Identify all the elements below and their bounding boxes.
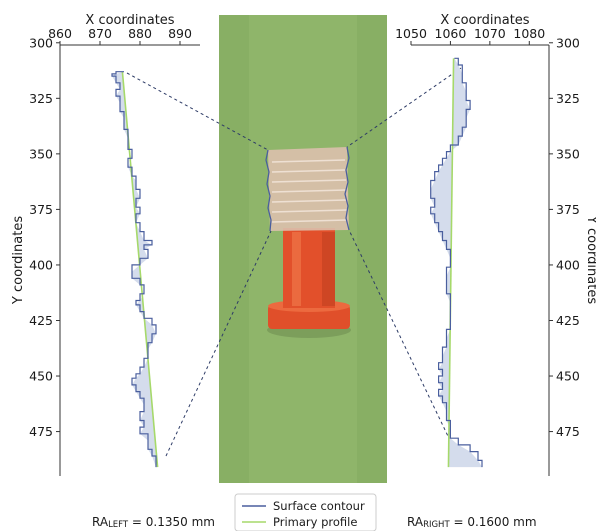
left-y-tick-label: 375 <box>29 202 53 217</box>
left-x-tick-label: 890 <box>168 26 192 41</box>
ra-right-label: RARIGHT = 0.1600 mm <box>407 515 537 530</box>
left-y-tick-label: 450 <box>29 369 53 384</box>
ra-left-label: RALEFT = 0.1350 mm <box>92 515 215 530</box>
right-y-tick-label: 450 <box>556 369 580 384</box>
left-y-tick-label: 475 <box>29 424 53 439</box>
left-surface-contour-line <box>111 71 157 468</box>
right-y-tick-label: 350 <box>556 146 580 161</box>
connector-left-top <box>126 72 269 151</box>
ra-right-subscript: RIGHT <box>423 520 450 530</box>
connector-right-top <box>346 67 462 148</box>
left-y-tick-label: 325 <box>29 91 53 106</box>
orange-shaft-highlight <box>292 232 301 306</box>
right-profile-plot: 1050 1060 1070 1080 300 325 350 375 400 425 450 47… <box>395 13 596 476</box>
left-y-tick-label: 400 <box>29 257 53 272</box>
ra-right-value: = 0.1600 mm <box>450 515 537 529</box>
right-x-tick-label: 1080 <box>513 26 545 41</box>
right-x-ticks: 1050 1060 1070 1080 <box>395 26 545 45</box>
connector-left-bottom <box>165 230 272 457</box>
right-y-axis-label: Y coordinates <box>584 215 596 304</box>
right-y-ticks: 300 325 350 375 400 425 450 475 <box>549 35 580 439</box>
legend: Surface contour Primary profile <box>234 493 377 531</box>
left-y-ticks: 300 325 350 375 400 425 450 475 <box>29 35 60 439</box>
right-y-tick-label: 475 <box>556 424 580 439</box>
left-y-tick-label: 350 <box>29 146 53 161</box>
left-profile-plot: 860 870 880 890 300 325 350 375 400 425 450 475 X … <box>11 13 200 476</box>
left-x-ticks: 860 870 880 890 <box>48 26 192 45</box>
right-x-tick-label: 1050 <box>395 26 427 41</box>
legend-label-primary: Primary profile <box>273 515 357 529</box>
right-x-axis-label: X coordinates <box>440 13 529 28</box>
right-y-tick-label: 400 <box>556 257 580 272</box>
legend-label-surface: Surface contour <box>273 499 365 513</box>
right-deviation-area <box>430 58 482 468</box>
left-x-tick-label: 880 <box>128 26 152 41</box>
right-y-tick-label: 425 <box>556 313 580 328</box>
right-x-tick-label: 1060 <box>435 26 467 41</box>
left-x-tick-label: 860 <box>48 26 72 41</box>
zoom-connectors <box>126 67 462 458</box>
right-x-tick-label: 1070 <box>474 26 506 41</box>
legend-frame <box>234 493 377 531</box>
right-y-tick-label: 375 <box>556 202 580 217</box>
right-series <box>430 57 483 468</box>
left-x-tick-label: 870 <box>88 26 112 41</box>
left-x-axis-label: X coordinates <box>85 13 174 28</box>
left-y-axis-label: Y coordinates <box>11 216 26 305</box>
orange-shaft-shade <box>322 232 335 306</box>
right-primary-profile-line <box>447 58 455 468</box>
ra-right-main: RA <box>407 515 424 529</box>
ra-left-subscript: LEFT <box>108 520 129 530</box>
left-y-tick-label: 300 <box>29 35 53 50</box>
left-contour-edge <box>265 149 272 232</box>
left-series <box>111 71 159 468</box>
right-y-tick-label: 300 <box>556 35 580 50</box>
ra-left-value: = 0.1350 mm <box>128 515 215 529</box>
right-surface-contour-line <box>430 57 483 468</box>
photo-shading-left <box>219 15 249 483</box>
photo-shading-right <box>357 15 387 483</box>
specimen-photo <box>219 15 387 483</box>
left-deviation-area <box>112 71 158 468</box>
right-y-tick-label: 325 <box>556 91 580 106</box>
left-y-tick-label: 425 <box>29 313 53 328</box>
transparent-part-ridges <box>271 159 348 223</box>
right-contour-edge <box>344 146 350 231</box>
ra-left-main: RA <box>92 515 109 529</box>
